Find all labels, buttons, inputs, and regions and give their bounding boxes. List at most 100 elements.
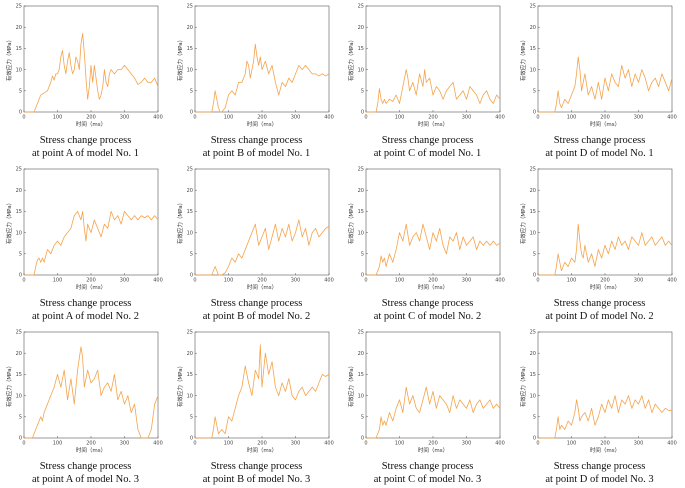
caption-line-2: at point C of model No. 3 [373, 474, 482, 485]
chart-caption: Stress change process at point C of model… [342, 134, 513, 160]
x-tick-label: 300 [462, 278, 472, 284]
y-axis-label: 有效应力（MPa） [176, 363, 184, 407]
y-tick-label: 5 [19, 415, 22, 421]
x-tick-label: 0 [193, 441, 196, 447]
y-tick-label: 20 [187, 25, 193, 31]
x-tick-label: 200 [257, 441, 267, 447]
y-axis-label: 有效应力（MPa） [176, 37, 184, 81]
caption-line-1: Stress change process [39, 461, 132, 472]
y-tick-label: 15 [358, 372, 364, 378]
caption-line-2: at point C of model No. 1 [373, 148, 482, 159]
chart-panel: 0 5 10 15 20 25 0 100 200 300 400 时间（ms） 有效应力（MPa） St… [514, 0, 685, 162]
y-tick-label: 10 [530, 67, 536, 73]
caption-line-1: Stress change process [39, 135, 132, 146]
y-tick-label: 25 [530, 4, 536, 10]
chart-caption: Stress change process at point A of model… [0, 297, 171, 323]
y-tick-label: 5 [19, 252, 22, 258]
x-axis-label: 时间（ms） [76, 120, 106, 128]
chart-panel: 0 5 10 15 20 25 0 100 200 300 400 时间（ms） 有效应力（MPa） St… [0, 0, 171, 162]
plot-frame [23, 331, 159, 439]
y-tick-label: 10 [187, 67, 193, 73]
y-tick-label: 20 [530, 188, 536, 194]
y-tick-label: 20 [16, 188, 22, 194]
chart-svg: 0 5 10 15 20 25 0 100 200 300 400 时间（ms） 有效应力（MPa） [176, 4, 334, 128]
y-tick-label: 25 [187, 167, 193, 173]
chart-caption: Stress change process at point A of model… [0, 460, 171, 486]
y-axis-label: 有效应力（MPa） [5, 200, 13, 244]
stress-series-line [366, 386, 501, 439]
y-axis-label: 有效应力（MPa） [176, 200, 184, 244]
x-tick-label: 200 [257, 115, 267, 121]
y-tick-label: 0 [533, 436, 536, 442]
caption-line-2: at point D of model No. 2 [545, 311, 654, 322]
y-tick-label: 25 [16, 330, 22, 336]
y-tick-label: 25 [16, 167, 22, 173]
y-tick-label: 25 [187, 330, 193, 336]
stress-series-line [195, 344, 330, 439]
y-tick-label: 25 [16, 4, 22, 10]
x-tick-label: 200 [428, 115, 438, 121]
y-tick-label: 10 [358, 67, 364, 73]
chart-svg: 0 5 10 15 20 25 0 100 200 300 400 时间（ms） 有效应力（MPa） [519, 4, 677, 128]
plot-frame [365, 331, 501, 439]
x-axis-label: 时间（ms） [418, 446, 448, 454]
x-tick-label: 400 [153, 115, 163, 121]
chart-panel: 0 5 10 15 20 25 0 100 200 300 400 时间（ms） 有效应力（MPa） St… [171, 326, 342, 488]
x-tick-label: 0 [536, 278, 539, 284]
x-tick-label: 100 [395, 115, 405, 121]
x-tick-label: 300 [120, 278, 130, 284]
x-tick-label: 100 [567, 115, 577, 121]
chart-panel: 0 5 10 15 20 25 0 100 200 300 400 时间（ms） 有效应力（MPa） St… [0, 163, 171, 325]
chart-panel: 0 5 10 15 20 25 0 100 200 300 400 时间（ms） 有效应力（MPa） St… [0, 326, 171, 488]
caption-line-2: at point D of model No. 1 [545, 148, 654, 159]
y-tick-label: 15 [358, 209, 364, 215]
y-tick-label: 0 [19, 436, 22, 442]
y-tick-label: 15 [358, 46, 364, 52]
x-tick-label: 100 [224, 441, 234, 447]
chart-panel: 0 5 10 15 20 25 0 100 200 300 400 时间（ms） 有效应力（MPa） St… [171, 163, 342, 325]
chart-caption: Stress change process at point B of model… [171, 297, 342, 323]
x-tick-label: 400 [495, 115, 505, 121]
y-tick-label: 5 [361, 252, 364, 258]
chart-svg: 0 5 10 15 20 25 0 100 200 300 400 时间（ms） 有效应力（MPa） [347, 330, 505, 454]
y-tick-label: 0 [361, 436, 364, 442]
y-tick-label: 5 [533, 252, 536, 258]
y-tick-label: 10 [16, 67, 22, 73]
x-tick-label: 0 [193, 115, 196, 121]
stress-series-line [195, 219, 330, 276]
chart-svg: 0 5 10 15 20 25 0 100 200 300 400 时间（ms） 有效应力（MPa） [347, 4, 505, 128]
x-tick-label: 400 [495, 278, 505, 284]
x-tick-label: 0 [536, 115, 539, 121]
chart-svg: 0 5 10 15 20 25 0 100 200 300 400 时间（ms） 有效应力（MPa） [347, 167, 505, 291]
y-tick-label: 0 [361, 110, 364, 116]
y-tick-label: 0 [190, 110, 193, 116]
y-tick-label: 0 [533, 273, 536, 279]
caption-line-1: Stress change process [553, 461, 646, 472]
x-tick-label: 0 [364, 278, 367, 284]
y-tick-label: 15 [16, 372, 22, 378]
y-tick-label: 10 [358, 393, 364, 399]
x-tick-label: 300 [120, 441, 130, 447]
chart-svg: 0 5 10 15 20 25 0 100 200 300 400 时间（ms） 有效应力（MPa） [5, 4, 163, 128]
chart-panel: 0 5 10 15 20 25 0 100 200 300 400 时间（ms） 有效应力（MPa） St… [342, 0, 513, 162]
x-tick-label: 300 [462, 115, 472, 121]
x-tick-label: 0 [193, 278, 196, 284]
y-axis-label: 有效应力（MPa） [347, 363, 355, 407]
y-tick-label: 5 [190, 89, 193, 95]
x-tick-label: 0 [22, 278, 25, 284]
chart-panel: 0 5 10 15 20 25 0 100 200 300 400 时间（ms） 有效应力（MPa） St… [342, 326, 513, 488]
y-tick-label: 0 [533, 110, 536, 116]
x-tick-label: 100 [53, 278, 63, 284]
x-tick-label: 400 [667, 441, 677, 447]
y-tick-label: 10 [187, 393, 193, 399]
x-tick-label: 100 [395, 278, 405, 284]
chart-panel: 0 5 10 15 20 25 0 100 200 300 400 时间（ms） 有效应力（MPa） St… [514, 163, 685, 325]
x-axis-label: 时间（ms） [590, 283, 620, 291]
plot-frame [537, 168, 673, 276]
x-tick-label: 200 [86, 115, 96, 121]
y-tick-label: 0 [361, 273, 364, 279]
x-tick-label: 100 [567, 278, 577, 284]
y-tick-label: 25 [530, 167, 536, 173]
x-tick-label: 200 [600, 441, 610, 447]
x-tick-label: 200 [428, 441, 438, 447]
